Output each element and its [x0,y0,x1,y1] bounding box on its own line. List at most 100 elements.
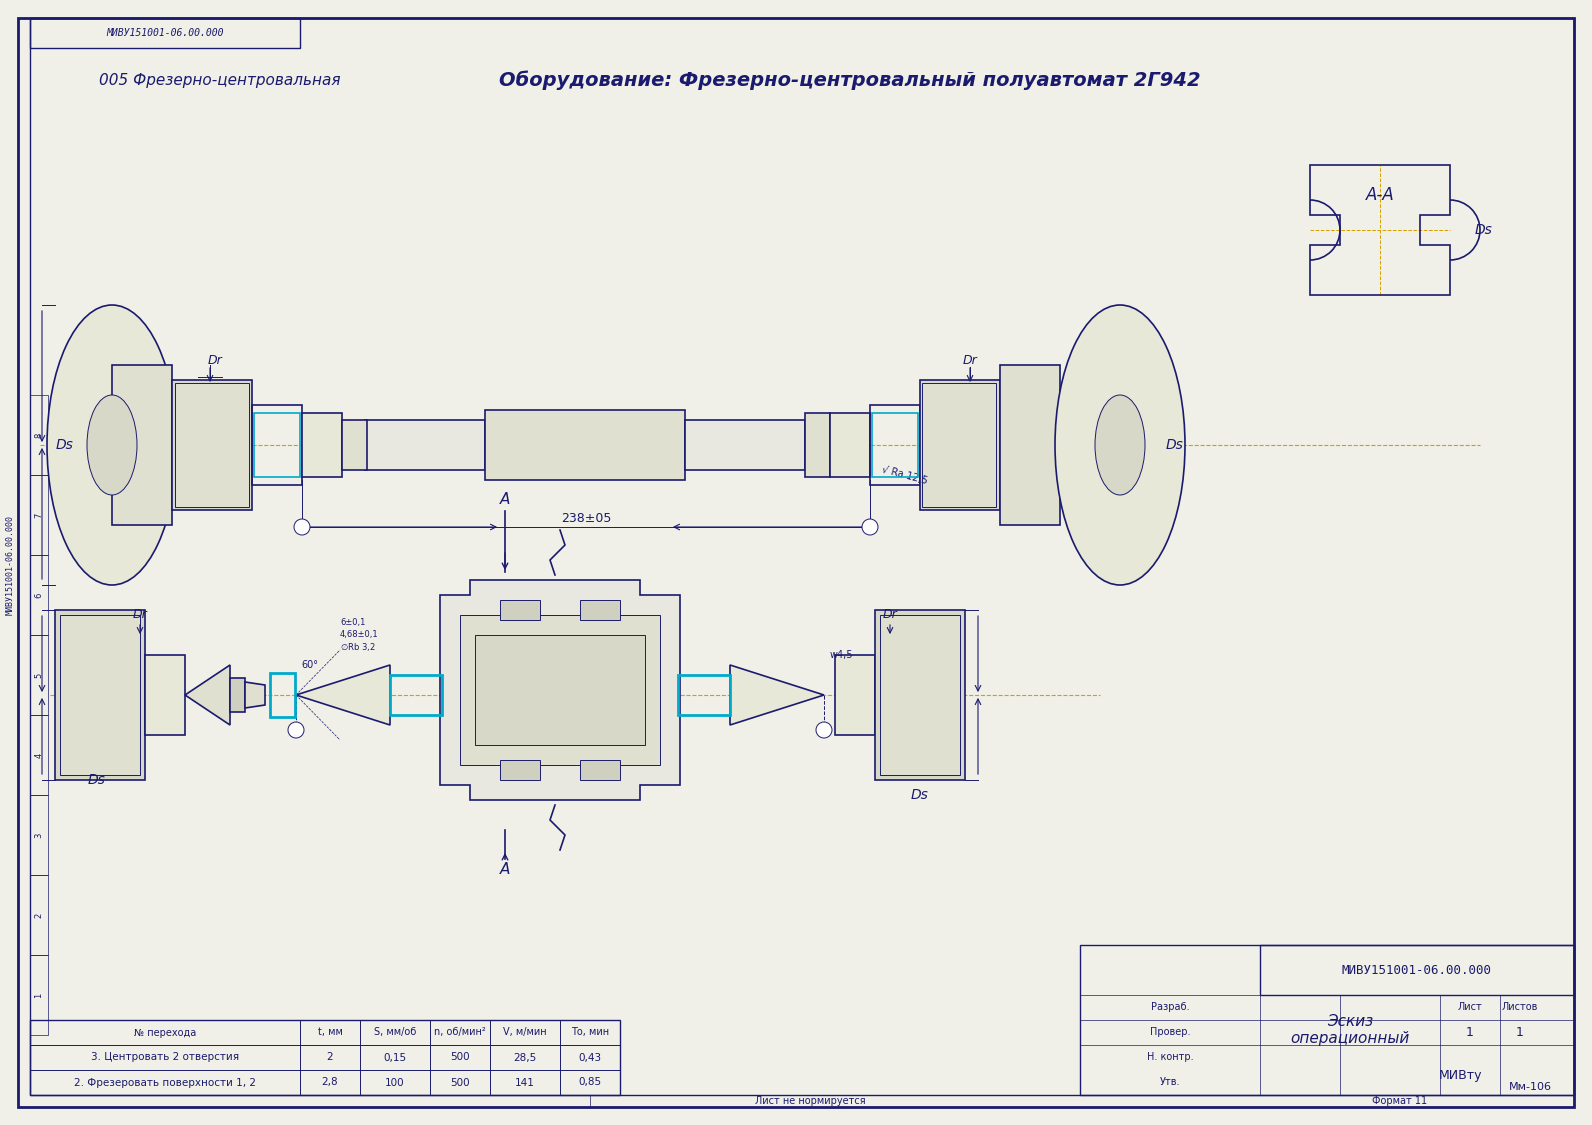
Bar [806,413,829,477]
Text: ①: ① [298,522,306,531]
Text: 1: 1 [1516,1026,1524,1038]
Text: Листов: Листов [1501,1002,1538,1012]
Text: 141: 141 [516,1078,535,1088]
Bar [229,678,245,712]
Bar [111,364,172,525]
Text: Ds: Ds [56,438,73,452]
Bar [460,615,661,765]
Text: Утв.: Утв. [1159,1077,1180,1087]
Text: 2. Фрезеровать поверхности 1, 2: 2. Фрезеровать поверхности 1, 2 [73,1078,256,1088]
Bar [922,382,997,507]
Text: Dr: Dr [207,353,223,367]
Text: 238±05: 238±05 [560,512,611,524]
Bar [30,634,48,716]
Ellipse shape [1095,395,1145,495]
Bar [579,760,619,780]
Text: ②: ② [293,726,299,735]
Text: 7: 7 [35,512,43,518]
Text: МИВту: МИВту [1438,1069,1482,1081]
Bar [365,420,486,470]
Text: 4,68±0,1: 4,68±0,1 [341,630,379,639]
Text: MИВУ151001-06.00.000: MИВУ151001-06.00.000 [107,28,224,38]
Bar [920,380,1000,510]
Bar [56,610,145,780]
Bar [30,1020,619,1095]
Text: 5: 5 [35,673,43,677]
Text: A: A [500,493,509,507]
Text: 28,5: 28,5 [513,1053,537,1062]
Polygon shape [296,665,390,724]
Ellipse shape [1055,305,1184,585]
Bar [60,615,140,775]
Text: n, об/мин²: n, об/мин² [435,1027,486,1037]
Polygon shape [185,665,229,724]
Text: Разраб.: Разраб. [1151,1002,1189,1012]
Text: Лист не нормируется: Лист не нормируется [755,1096,866,1106]
Bar [872,413,919,477]
Text: 500: 500 [451,1078,470,1088]
Bar [30,475,48,555]
Bar [252,405,302,485]
Text: t, мм: t, мм [317,1027,342,1037]
Bar [172,380,252,510]
Text: № перехода: № перехода [134,1027,196,1037]
Bar [869,405,920,485]
Text: Эскиз
операционный: Эскиз операционный [1291,1014,1409,1046]
Text: Мм-106: Мм-106 [1509,1082,1552,1092]
Text: Провер.: Провер. [1149,1027,1191,1037]
Bar [30,795,48,875]
Text: Dr: Dr [963,353,977,367]
Bar [30,955,48,1035]
Bar [678,675,731,716]
Bar [271,673,295,717]
Text: $\varnothing$Rb 3,2: $\varnothing$Rb 3,2 [341,641,376,652]
Text: Dr: Dr [132,609,148,621]
Text: ④: ④ [820,726,828,735]
Text: Ds: Ds [911,788,930,802]
Text: Ds: Ds [1476,223,1493,237]
Polygon shape [245,682,264,708]
Text: Оборудование: Фрезерно-центровальный полуавтомат 2Г942: Оборудование: Фрезерно-центровальный пол… [500,70,1200,90]
Text: Dr: Dr [882,609,898,621]
Text: 005 Фрезерно-центровальная: 005 Фрезерно-центровальная [99,72,341,88]
Text: 60°: 60° [301,660,318,670]
Text: 0,43: 0,43 [578,1053,602,1062]
Bar [30,18,299,48]
Text: A: A [500,863,509,878]
Bar [30,875,48,955]
Text: Ds: Ds [88,773,107,788]
Text: 4: 4 [35,753,43,757]
Ellipse shape [88,395,137,495]
Bar [876,610,965,780]
Bar [834,655,876,735]
Text: 2,8: 2,8 [322,1078,339,1088]
Bar [500,600,540,620]
Text: √ Ra 12,5: √ Ra 12,5 [880,465,930,486]
Text: 1: 1 [35,992,43,998]
Bar [255,413,299,477]
Text: 500: 500 [451,1053,470,1062]
Bar [302,413,342,477]
Bar [30,395,48,475]
Text: V, м/мин: V, м/мин [503,1027,546,1037]
Text: 3. Центровать 2 отверстия: 3. Центровать 2 отверстия [91,1053,239,1062]
Bar [474,634,645,745]
Text: 6: 6 [35,592,43,597]
Bar [390,675,443,716]
Text: 0,15: 0,15 [384,1053,406,1062]
Text: ②: ② [866,522,874,531]
Text: Лист: Лист [1458,1002,1482,1012]
Bar [145,655,185,735]
Bar [30,716,48,795]
Bar [342,420,368,470]
Circle shape [295,519,310,536]
Bar [880,615,960,775]
Text: 2: 2 [35,912,43,918]
Bar [1000,364,1060,525]
Ellipse shape [48,305,177,585]
Polygon shape [731,665,825,724]
Text: 3: 3 [35,832,43,838]
Text: МИВУ151001-06.00.000: МИВУ151001-06.00.000 [5,515,14,615]
Circle shape [288,722,304,738]
Text: Ds: Ds [1165,438,1184,452]
